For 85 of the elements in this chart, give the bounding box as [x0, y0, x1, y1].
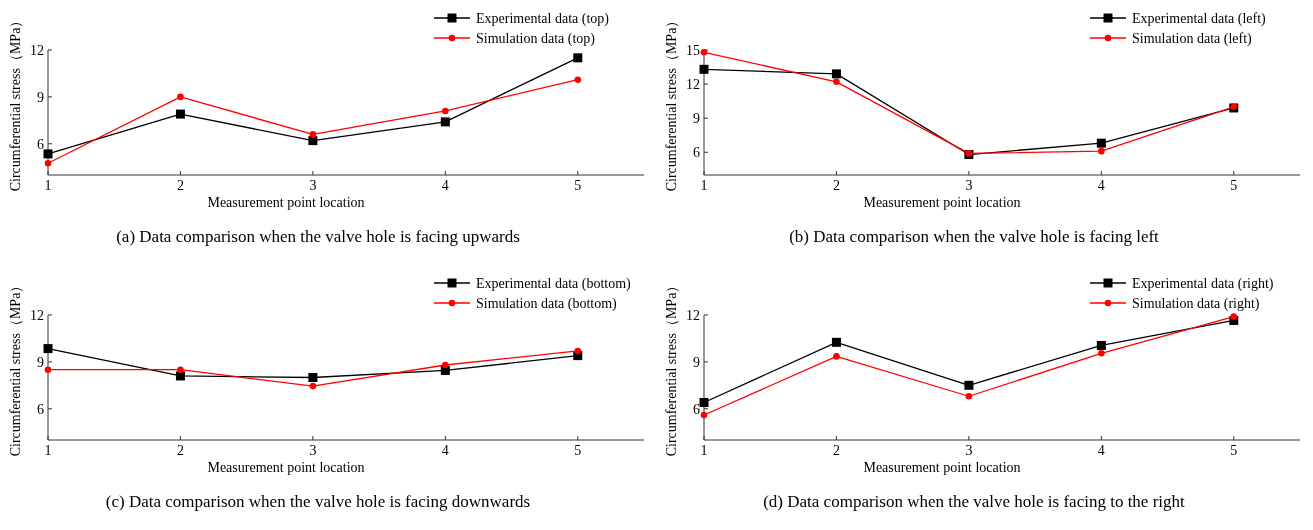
y-tick-label: 12 [30, 308, 44, 323]
x-axis-title: Measurement point location [863, 195, 1021, 210]
point [43, 149, 53, 159]
point [442, 107, 449, 115]
y-axis-title: Circumferential stress（MPa） [664, 278, 679, 457]
text: (b) Data comparison when the valve hole is facing left [789, 227, 1160, 246]
x-tick-label: 4 [1097, 178, 1105, 193]
x-tick-label: 1 [700, 178, 708, 193]
point [964, 380, 974, 390]
x-tick-label: 4 [441, 443, 449, 458]
legend-label: Experimental data (left) [1132, 11, 1267, 27]
text: (a) Data comparison when the valve hole is facing upwards [116, 227, 520, 246]
y-tick-label: 12 [686, 77, 700, 93]
point [1230, 313, 1238, 320]
point [1096, 340, 1106, 350]
x-tick-label: 1 [700, 443, 708, 458]
x-tick-label: 5 [574, 443, 582, 458]
y-axis-title: Circumferential stress（MPa） [664, 13, 679, 192]
point [699, 398, 709, 407]
y-tick-label: 6 [37, 136, 44, 152]
legend-label: Experimental data (right) [1132, 276, 1274, 292]
x-tick-label: 5 [1230, 178, 1238, 193]
point [442, 361, 449, 369]
x-tick-label: 4 [1097, 443, 1105, 458]
x-tick-label: 1 [44, 178, 52, 193]
point [177, 93, 184, 101]
x-axis-title: Measurement point location [863, 460, 1021, 475]
y-tick-label: 9 [37, 89, 44, 105]
point [308, 136, 318, 146]
point [175, 109, 185, 119]
y-tick-label: 15 [686, 43, 700, 58]
point [965, 392, 973, 400]
point [440, 117, 450, 127]
legend-label: Experimental data (top) [476, 11, 610, 27]
x-axis-title: Measurement point location [207, 195, 365, 210]
x-tick-label: 2 [832, 443, 840, 458]
point [833, 78, 840, 86]
point [574, 76, 582, 83]
x-tick-label: 3 [309, 443, 317, 458]
y-axis-title: Circumferential stress（MPa） [8, 278, 23, 457]
x-tick-label: 5 [574, 178, 582, 193]
point [831, 69, 841, 79]
x-tick-label: 5 [1230, 443, 1238, 458]
point [44, 159, 52, 167]
x-tick-label: 2 [176, 443, 184, 458]
legend-label: Simulation data (left) [1132, 31, 1253, 47]
legend-label: Simulation data (top) [476, 31, 596, 47]
y-tick-label: 9 [693, 111, 700, 127]
point [177, 366, 184, 373]
x-tick-label: 1 [44, 443, 52, 458]
point [1096, 138, 1106, 148]
point [573, 53, 583, 63]
y-tick-label: 6 [693, 145, 700, 161]
point [699, 64, 709, 74]
point [44, 366, 52, 373]
point [1098, 147, 1105, 155]
x-tick-label: 3 [309, 178, 317, 193]
legend-label: Experimental data (bottom) [476, 276, 632, 292]
y-tick-label: 12 [30, 43, 44, 58]
point [175, 371, 185, 381]
y-tick-label: 12 [686, 308, 700, 323]
y-tick-label: 9 [693, 354, 700, 370]
point [308, 373, 318, 382]
legend-label: Simulation data (bottom) [476, 296, 618, 312]
x-tick-label: 2 [176, 178, 184, 193]
point [574, 347, 582, 355]
point [309, 131, 317, 138]
text: (c) Data comparison when the valve hole is facing downwards [105, 492, 531, 511]
point [1098, 349, 1105, 357]
y-tick-label: 9 [37, 354, 44, 370]
point [309, 382, 317, 390]
y-tick-label: 6 [693, 401, 700, 417]
point [43, 344, 53, 354]
x-axis-title: Measurement point location [207, 460, 365, 475]
x-tick-label: 3 [965, 178, 973, 193]
x-tick-label: 3 [965, 443, 973, 458]
x-tick-label: 2 [832, 178, 840, 193]
point [833, 353, 840, 360]
y-tick-label: 6 [37, 401, 44, 417]
legend-label: Simulation data (right) [1132, 296, 1260, 312]
text: (d) Data comparison when the valve hole is facing to the right [763, 492, 1186, 511]
point [700, 411, 708, 419]
x-tick-label: 4 [441, 178, 449, 193]
point [831, 337, 841, 347]
y-axis-title: Circumferential stress（MPa） [8, 13, 23, 192]
